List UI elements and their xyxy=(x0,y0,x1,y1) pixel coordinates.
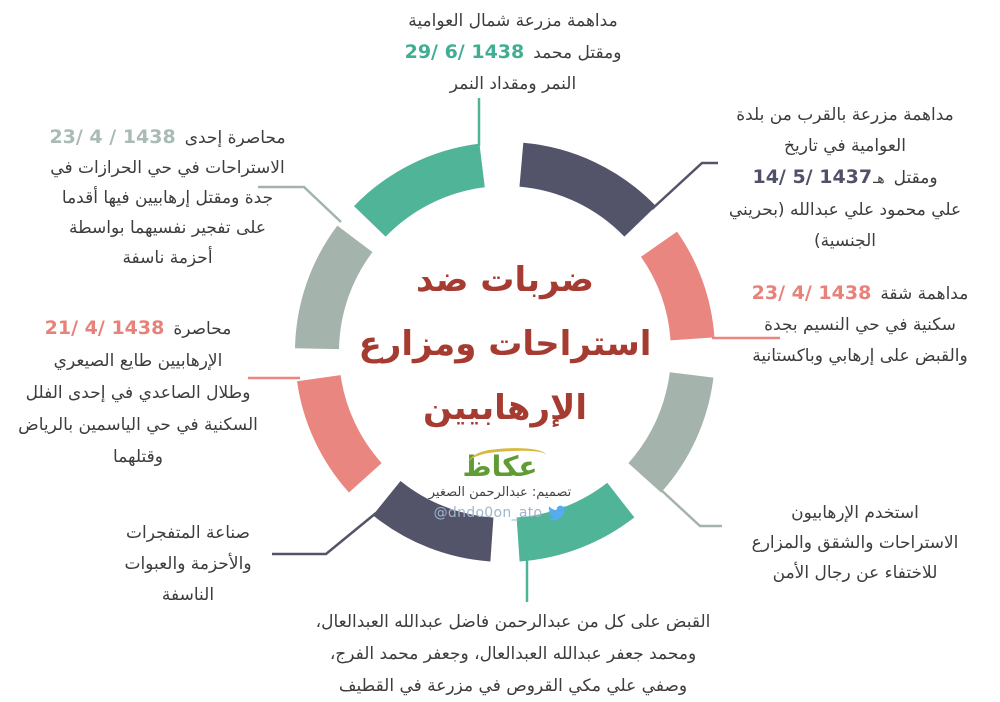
ring-segment-right-salmon xyxy=(640,231,715,341)
annotation-line: العوامية في تاريخ xyxy=(784,136,906,156)
date-badge: 14/ 5/ 1437 xyxy=(752,166,873,188)
twitter-handle-row: @dndo0on_ato xyxy=(400,504,600,522)
annotation-line: علي محمود علي عبدالله (بحريني xyxy=(728,200,962,220)
ring-segment-lefttop-sage xyxy=(295,225,373,350)
annotation-line: الاستراحات في حي الحرازات في xyxy=(50,158,285,178)
twitter-bird-icon xyxy=(548,505,567,521)
ring-segment-bottomright-sage xyxy=(628,371,714,493)
annotation-line: مداهمة مزرعة شمال العوامية xyxy=(408,11,618,31)
ring-segment-bottom-teal xyxy=(516,482,635,562)
title-line-3: الإرهابيين xyxy=(422,388,587,428)
annotation-line: وطلال الصاعدي في إحدى الفلل xyxy=(25,383,251,403)
designer-credit: تصميم: عبدالرحمن الصغير xyxy=(428,485,572,500)
annotation-text: مداهمة شقة xyxy=(880,284,969,304)
hijri-era-suffix: هـ xyxy=(873,171,885,187)
annotation-line: على تفجير نفسيهما بواسطة xyxy=(69,218,266,238)
ring-segment-topright-navy xyxy=(518,142,657,238)
connector-topright xyxy=(651,161,718,210)
annotation-line: سكنية في حي النسيم بجدة xyxy=(764,315,956,335)
annotation-top: مداهمة مزرعة شمال العوامية 29/ 6/ 1438 وم… xyxy=(348,6,678,100)
okaz-logo: عكاظ xyxy=(462,443,547,484)
annotation-line: 23/ 4 / 1438 محاصرة إحدى xyxy=(25,122,310,153)
date-badge: 29/ 6/ 1438 xyxy=(404,41,525,63)
annotation-line: وقتلهما xyxy=(113,447,163,467)
connector-bottomright xyxy=(659,488,722,528)
annotation-text: محاصرة xyxy=(173,319,232,339)
annotation-line: للاختفاء عن رجال الأمن xyxy=(772,563,938,583)
annotation-line: ومحمد جعفر عبدالله العبدالعال، وجعفر محم… xyxy=(329,644,697,664)
twitter-handle: @dndo0on_ato xyxy=(433,505,543,521)
annotation-line: صناعة المتفجرات xyxy=(126,523,250,543)
annotation-line: 14/ 5/ 1437هـ ومقتل xyxy=(692,162,998,195)
connector-lefttop xyxy=(258,185,342,223)
annotation-text: محاصرة إحدى xyxy=(184,128,286,148)
annotation-line: مداهمة مزرعة بالقرب من بلدة xyxy=(736,105,954,125)
ring-segment-bottomleft-navy xyxy=(372,480,494,562)
annotation-line: 23/ 4/ 1438 مداهمة شقة xyxy=(722,278,998,310)
annotation-line: 29/ 6/ 1438 ومقتل محمد xyxy=(348,37,678,69)
annotation-right: 23/ 4/ 1438 مداهمة شقة سكنية في حي النسيم… xyxy=(722,278,998,372)
annotation-line: والأحزمة والعبوات xyxy=(124,554,252,574)
ring-segment-top-teal xyxy=(353,143,486,238)
annotation-text: ومقتل محمد xyxy=(533,43,622,63)
annotation-line: النمر ومقداد النمر xyxy=(449,74,577,94)
annotation-left: 21/ 4/ 1438 محاصرة الإرهابيين طايع الصيعر… xyxy=(8,312,268,473)
annotation-line: وصفي علي مكي القروص في مزرعة في القطيف xyxy=(338,676,688,696)
annotation-line: الاستراحات والشقق والمزارع xyxy=(751,533,959,553)
annotation-line: 21/ 4/ 1438 محاصرة xyxy=(8,312,268,345)
annotation-line: استخدم الإرهابيون xyxy=(791,503,919,523)
ring-segment-left-salmon xyxy=(297,374,383,493)
annotation-left-top: 23/ 4 / 1438 محاصرة إحدى الاستراحات في حي… xyxy=(25,122,310,273)
annotation-bottom-right: استخدم الإرهابيون الاستراحات والشقق والم… xyxy=(715,498,995,588)
center-title: ضربات ضد استراحات ومزارع الإرهابيين xyxy=(330,248,680,440)
annotation-line: أحزمة ناسفة xyxy=(122,248,213,268)
connector-bottomleft xyxy=(272,512,377,556)
annotation-line: الجنسية) xyxy=(813,231,877,251)
credits-block: عكاظ تصميم: عبدالرحمن الصغير @dndo0on_at… xyxy=(400,443,600,522)
annotation-line: والقبض على إرهابي وباكستانية xyxy=(752,346,968,366)
annotation-line: الناسفة xyxy=(161,585,215,605)
annotation-line: السكنية في حي الياسمين بالرياض xyxy=(18,415,258,435)
date-badge: 23/ 4 / 1438 xyxy=(49,126,176,148)
annotation-top-right: مداهمة مزرعة بالقرب من بلدة العوامية في … xyxy=(692,100,998,257)
annotation-line: القبض على كل من عبدالرحمن فاضل عبدالله ا… xyxy=(315,612,711,632)
date-badge: 21/ 4/ 1438 xyxy=(44,317,165,339)
annotation-bottom-left: صناعة المتفجرات والأحزمة والعبوات الناسف… xyxy=(88,518,288,611)
annotation-line: جدة ومقتل إرهابيين فيها أقدما xyxy=(61,188,274,208)
okaz-logo-text: عكاظ xyxy=(462,450,538,483)
title-line-2: استراحات ومزارع xyxy=(358,324,652,364)
annotation-text: ومقتل xyxy=(893,168,938,188)
annotation-bottom: القبض على كل من عبدالرحمن فاضل عبدالله ا… xyxy=(288,606,738,702)
title-line-1: ضربات ضد xyxy=(415,260,595,300)
annotation-line: الإرهابيين طايع الصيعري xyxy=(53,351,223,371)
date-badge: 23/ 4/ 1438 xyxy=(751,282,872,304)
